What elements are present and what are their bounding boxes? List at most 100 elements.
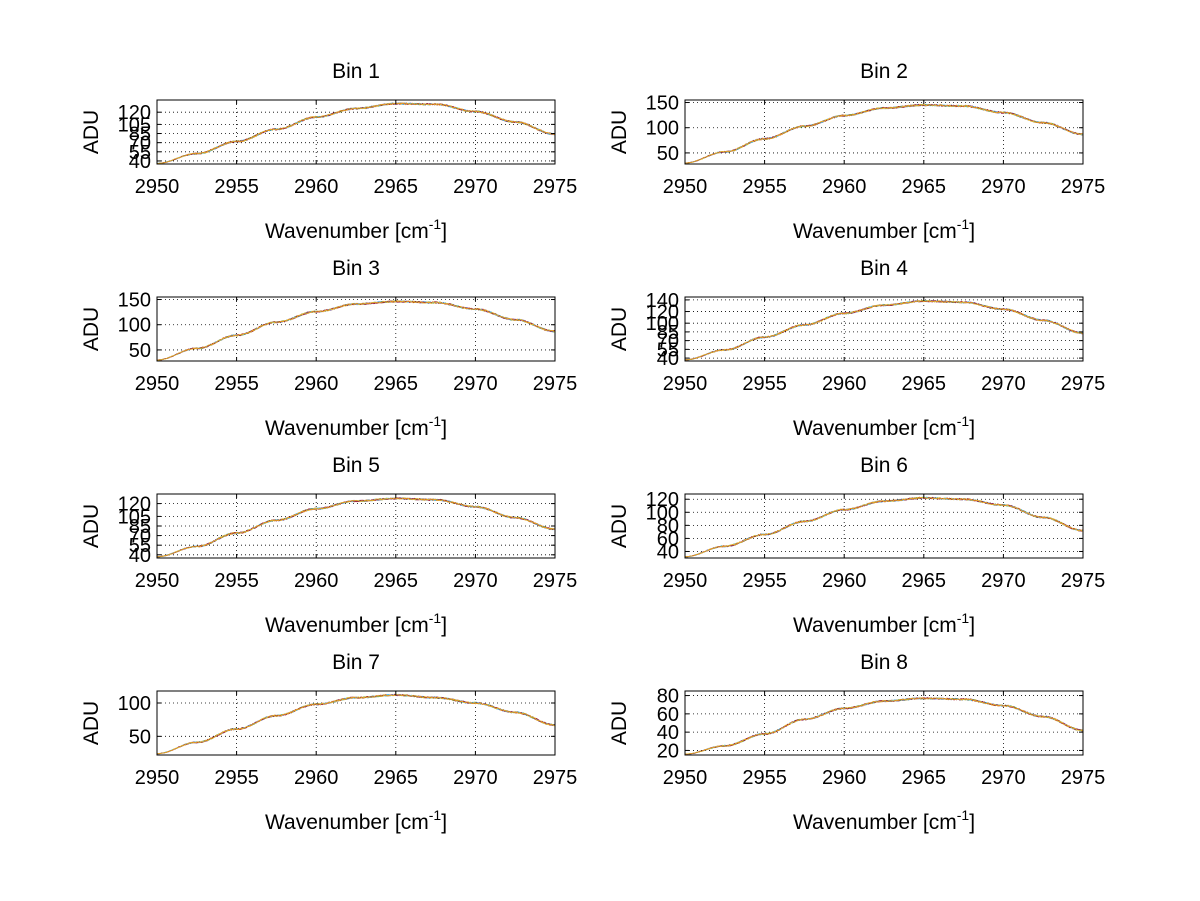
y-tick-label: 40 (129, 545, 151, 567)
subplot-title: Bin 5 (332, 454, 380, 477)
x-tick-label: 2950 (135, 767, 180, 789)
y-axis-label: ADU (80, 307, 103, 351)
y-tick-label: 70 (129, 133, 151, 155)
plot-area (157, 100, 555, 164)
x-tick-label: 2970 (453, 176, 498, 198)
y-tick-label: 60 (657, 704, 679, 726)
x-tick-label: 2965 (902, 767, 947, 789)
y-tick-label: 100 (646, 118, 679, 140)
y-tick-label: 40 (657, 541, 679, 563)
y-tick-label: 120 (646, 302, 679, 324)
x-tick-label: 2970 (981, 176, 1026, 198)
spectrum-trace-7 (156, 300, 556, 361)
y-axis-label: ADU (608, 701, 631, 745)
y-tick-label: 50 (657, 143, 679, 165)
x-tick-label: 2960 (822, 176, 867, 198)
y-tick-label: 40 (129, 151, 151, 173)
subplot-grid: 2950 2955 2960 2965 2970 297540557085105120Bi… (80, 60, 1105, 834)
spectrum-trace-7 (685, 496, 1084, 558)
x-tick-label: 2950 (135, 373, 180, 395)
x-tick-label: 2960 (294, 767, 339, 789)
y-tick-label: 100 (646, 502, 679, 524)
x-axis-label: Wavenumber [cm-1] (265, 216, 447, 243)
axes-frame (156, 690, 556, 756)
axes-frame (684, 296, 1084, 362)
subplot-bin-2: 2950 2955 2960 2965 2970 2975 50 100 150 Bin 2 Wav… (608, 60, 1105, 243)
x-axis-label: Wavenumber [cm-1] (793, 413, 975, 440)
y-tick-label: 50 (129, 340, 151, 362)
x-tick-label: 2960 (822, 373, 867, 395)
subplot-title: Bin 2 (860, 60, 908, 83)
spectrum-trace-7 (684, 103, 1084, 164)
y-tick-label: 100 (646, 313, 679, 335)
plot-area (685, 100, 1083, 164)
x-axis-label: Wavenumber [cm-1] (793, 216, 975, 243)
y-tick-label: 70 (657, 331, 679, 353)
x-tick-label: 2970 (453, 767, 498, 789)
plot-area (685, 297, 1083, 361)
y-tick-label: 80 (657, 515, 679, 537)
spectrum-trace-7 (684, 299, 1084, 361)
y-axis-label: ADU (80, 701, 103, 745)
y-tick-label: 100 (118, 315, 151, 337)
x-tick-label: 2950 (135, 570, 180, 592)
x-tick-label: 2960 (822, 767, 867, 789)
x-tick-label: 2960 (294, 373, 339, 395)
x-tick-label: 2955 (742, 373, 787, 395)
y-tick-label: 150 (646, 93, 679, 115)
y-tick-label: 55 (129, 142, 151, 164)
x-tick-label: 2950 (663, 373, 708, 395)
x-tick-label: 2955 (214, 373, 259, 395)
x-tick-label: 2965 (374, 767, 419, 789)
axes-frame (156, 99, 556, 165)
subplot-title: Bin 7 (332, 651, 380, 674)
x-tick-label: 2955 (214, 570, 259, 592)
x-tick-label: 2965 (902, 176, 947, 198)
subplot-bin-3: 2950 2955 2960 2965 2970 2975 50 100 150 Bin 3 Wav… (80, 257, 577, 440)
plot-area (157, 691, 555, 755)
x-tick-label: 2965 (902, 570, 947, 592)
x-tick-label: 2975 (533, 373, 578, 395)
x-tick-label: 2955 (742, 570, 787, 592)
x-tick-label: 2970 (981, 373, 1026, 395)
x-tick-label: 2970 (453, 570, 498, 592)
y-tick-label: 120 (646, 489, 679, 511)
x-axis-label: Wavenumber [cm-1] (265, 807, 447, 834)
y-tick-label: 40 (657, 722, 679, 744)
x-tick-label: 2970 (981, 570, 1026, 592)
subplot-title: Bin 1 (332, 60, 380, 83)
subplot-title: Bin 4 (860, 257, 908, 280)
axes-frame (684, 99, 1084, 165)
y-axis-label: ADU (80, 504, 103, 548)
x-tick-label: 2975 (1061, 570, 1106, 592)
x-tick-label: 2970 (453, 373, 498, 395)
x-axis-label: Wavenumber [cm-1] (265, 413, 447, 440)
plot-area (157, 494, 555, 558)
y-tick-label: 100 (118, 693, 151, 715)
y-axis-label: ADU (80, 110, 103, 154)
y-axis-label: ADU (608, 504, 631, 548)
x-tick-label: 2950 (663, 570, 708, 592)
y-tick-label: 120 (118, 102, 151, 124)
x-axis-label: Wavenumber [cm-1] (793, 807, 975, 834)
x-axis-label: Wavenumber [cm-1] (265, 610, 447, 637)
y-tick-label: 150 (118, 290, 151, 312)
x-tick-label: 2975 (1061, 176, 1106, 198)
y-tick-label: 80 (657, 686, 679, 708)
plot-area (685, 494, 1083, 558)
subplot-bin-7: 2950 2955 2960 2965 2970 2975 50 100 Bin 7 Wavenu… (80, 651, 577, 834)
x-tick-label: 2975 (533, 176, 578, 198)
x-tick-label: 2965 (374, 570, 419, 592)
y-tick-label: 40 (657, 348, 679, 370)
x-tick-label: 2955 (214, 176, 259, 198)
y-tick-label: 55 (657, 339, 679, 361)
y-tick-label: 140 (646, 290, 679, 312)
y-tick-label: 60 (657, 528, 679, 550)
spectrum-trace-7 (157, 497, 556, 558)
x-tick-label: 2975 (533, 570, 578, 592)
y-tick-label: 55 (129, 535, 151, 557)
